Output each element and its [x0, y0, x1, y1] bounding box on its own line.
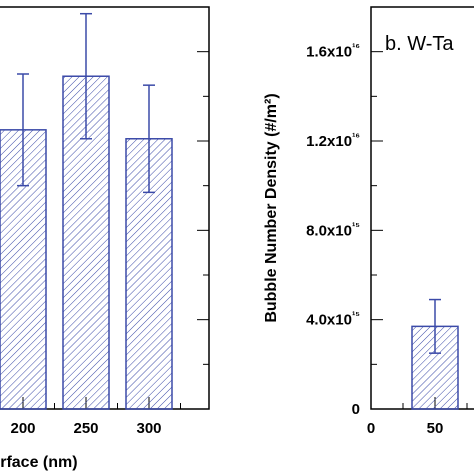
- right-x-ticks: 0 50: [367, 397, 468, 437]
- right-panel: 0 4.0x10¹⁵ 8.0x10¹⁵ 1.2x10¹⁶ 1.6x10¹⁶ 0 50 Bu…: [263, 6, 474, 437]
- right-y-tick-label: 4.0x10¹⁵: [306, 311, 360, 329]
- left-panel: 200 250 300 terface (nm): [0, 6, 210, 471]
- left-x-tick-label: 300: [136, 420, 161, 437]
- right-y-axis-label: Bubble Number Density (#/m²): [263, 93, 280, 322]
- right-x-tick-label: 50: [427, 420, 444, 437]
- left-x-tick-label: 200: [10, 420, 35, 437]
- right-y-ticks: 0 4.0x10¹⁵ 8.0x10¹⁵ 1.2x10¹⁶ 1.6x10¹⁶: [306, 43, 383, 418]
- right-bars: [411, 298, 459, 410]
- right-x-tick-label: 0: [367, 420, 375, 437]
- left-x-tick-label: 250: [73, 420, 98, 437]
- right-y-tick-label: 1.2x10¹⁶: [306, 132, 360, 150]
- right-y-tick-label: 0: [352, 401, 360, 418]
- left-bars: [0, 12, 173, 410]
- right-y-tick-label: 8.0x10¹⁵: [306, 221, 360, 239]
- right-y-tick-label: 1.6x10¹⁶: [306, 43, 360, 61]
- panel-title: b. W-Ta: [385, 33, 454, 55]
- left-x-axis-label: terface (nm): [0, 454, 78, 471]
- left-y-ticks: [197, 51, 209, 365]
